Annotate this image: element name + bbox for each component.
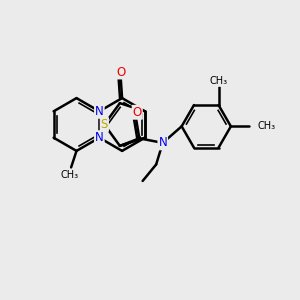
Text: S: S: [101, 118, 108, 131]
Text: N: N: [95, 105, 104, 118]
Text: CH₃: CH₃: [258, 122, 276, 131]
Text: O: O: [116, 65, 125, 79]
Text: O: O: [133, 106, 142, 119]
Text: N: N: [95, 131, 104, 144]
Text: CH₃: CH₃: [61, 170, 79, 180]
Text: CH₃: CH₃: [209, 76, 228, 86]
Text: N: N: [158, 136, 167, 149]
